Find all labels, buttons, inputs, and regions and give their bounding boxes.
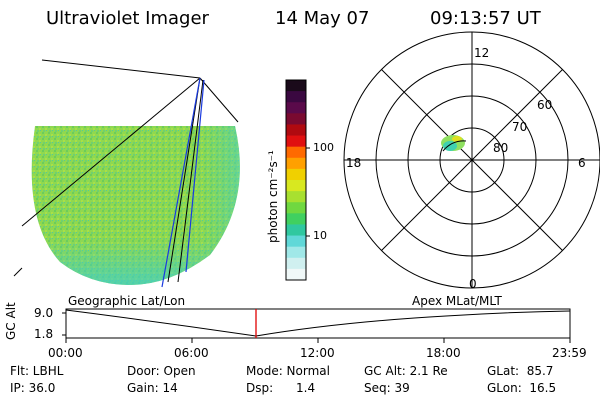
status-glat: GLat: 85.7 [487, 364, 554, 378]
timeline-right-title: Apex MLat/MLT [412, 294, 502, 308]
colorbar-band [286, 168, 306, 181]
auroral-spot [441, 135, 467, 152]
colorbar-band [286, 146, 306, 159]
colorbar-band [286, 235, 306, 248]
status-dsp: Dsp: 1.4 [246, 381, 316, 395]
status-gc-alt: GC Alt: 2.1 Re [364, 364, 448, 378]
colorbar-band [286, 80, 306, 92]
timeline-xtick-2359: 23:59 [552, 346, 587, 360]
status-ip: IP: 36.0 [10, 381, 56, 395]
uv-image [13, 59, 240, 288]
polar-plot [343, 31, 600, 289]
colorbar-band [286, 135, 306, 148]
colorbar-unit-label: photon cm⁻²s⁻¹ [266, 150, 280, 243]
colorbar-band [286, 268, 306, 281]
timeline-ytick-9: 9.0 [34, 306, 54, 320]
timeline-ylabel: GC Alt [4, 302, 18, 340]
timeline-xtick-0000: 00:00 [48, 346, 83, 360]
status-door: Door: Open [127, 364, 196, 378]
colorbar-tick-100: 100 [313, 141, 334, 154]
date-label: 14 May 07 [275, 8, 370, 29]
colorbar-band [286, 113, 306, 125]
timeline-xtick-0600: 06:00 [174, 346, 209, 360]
colorbar-band [286, 91, 306, 103]
colorbar-band [286, 191, 306, 203]
polar-label-6: 6 [578, 156, 586, 170]
colorbar-band [286, 257, 306, 270]
colorbar-band [286, 202, 306, 214]
status-filter: Flt: LBHL [10, 364, 64, 378]
polar-ring-80: 80 [493, 141, 509, 155]
colorbar [286, 80, 306, 281]
colorbar-band [286, 180, 306, 192]
status-gain: Gain: 14 [127, 381, 178, 395]
time-label: 09:13:57 UT [430, 8, 541, 29]
colorbar-band [286, 213, 306, 225]
status-mode: Mode: Normal [246, 364, 330, 378]
timeline-ytick-1-8: 1.8 [34, 327, 54, 341]
instrument-title: Ultraviolet Imager [46, 8, 209, 29]
timeline-left-title: Geographic Lat/Lon [68, 294, 186, 308]
polar-ring-60: 60 [537, 98, 553, 112]
polar-label-18: 18 [346, 156, 362, 170]
timeline-xtick-1800: 18:00 [426, 346, 461, 360]
colorbar-band [286, 102, 306, 114]
status-seq: Seq: 39 [364, 381, 410, 395]
colorbar-band [286, 157, 306, 170]
polar-label-12: 12 [474, 46, 490, 60]
polar-label-0: 0 [469, 277, 477, 291]
colorbar-tick-10: 10 [313, 229, 327, 242]
colorbar-band [286, 246, 306, 259]
polar-ring-70: 70 [512, 120, 528, 134]
timeline-xtick-1200: 12:00 [300, 346, 335, 360]
colorbar-band [286, 224, 306, 237]
status-glon: GLon: 16.5 [487, 381, 557, 395]
timeline-plot [62, 308, 571, 343]
colorbar-band [286, 124, 306, 137]
